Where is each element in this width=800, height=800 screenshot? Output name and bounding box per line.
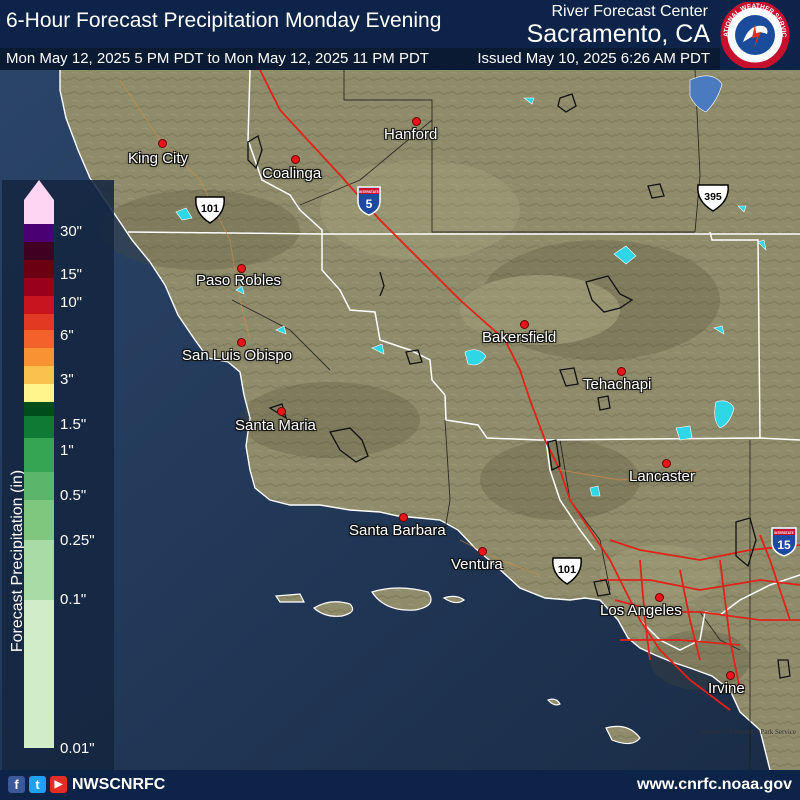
legend-swatch <box>24 472 54 500</box>
legend-swatch <box>24 278 54 296</box>
precipitation-legend: Forecast Precipitation (in) 30" 15" 10" … <box>2 180 114 770</box>
city-marker <box>237 264 246 273</box>
city-label-paso-robles: Paso Robles <box>196 272 282 289</box>
legend-swatch <box>24 296 54 314</box>
city-label-irvine: Irvine <box>708 680 745 697</box>
city-label-tehachapi: Tehachapi <box>583 376 652 393</box>
legend-tick: 6" <box>60 327 74 344</box>
source-note: Source: US National Park Service <box>700 728 796 736</box>
coastline <box>59 70 771 771</box>
legend-swatch <box>24 260 54 278</box>
legend-tick: 0.5" <box>60 487 87 504</box>
us-395-shield: 395 <box>697 184 729 212</box>
city-marker <box>520 320 529 329</box>
legend-colorbar <box>24 180 54 748</box>
svg-text:395: 395 <box>704 191 722 203</box>
city-label-hanford: Hanford <box>384 126 438 143</box>
svg-text:5: 5 <box>366 197 373 211</box>
city-label-santa-maria: Santa Maria <box>235 417 316 434</box>
svg-text:101: 101 <box>201 203 219 215</box>
county-boundaries <box>231 69 751 770</box>
city-marker <box>158 139 167 148</box>
city-marker <box>277 407 286 416</box>
legend-swatch <box>24 314 54 330</box>
city-marker <box>291 155 300 164</box>
map-canvas: INTERSTATE 5 101 395 INTERSTATE 15 101 <box>0 69 800 771</box>
header: 6-Hour Forecast Precipitation Monday Eve… <box>0 0 800 70</box>
legend-swatch <box>24 242 54 260</box>
legend-swatch <box>24 180 54 224</box>
legend-tick: 3" <box>60 371 74 388</box>
map-title: 6-Hour Forecast Precipitation Monday Eve… <box>6 9 442 32</box>
legend-swatch <box>24 224 54 242</box>
legend-tick: 1.5" <box>60 416 87 433</box>
city-marker <box>726 671 735 680</box>
forecast-region-boundaries <box>127 69 800 651</box>
legend-swatch <box>24 500 54 540</box>
nws-logo-icon: NATIONAL WEATHER SERVICE <box>715 2 790 68</box>
legend-tick: 10" <box>60 294 83 311</box>
social-handle-link[interactable]: NWSCNRFC <box>72 776 166 793</box>
header-subbar <box>0 48 720 70</box>
svg-text:15: 15 <box>777 538 791 552</box>
lakes <box>175 75 767 497</box>
legend-swatch <box>24 402 54 416</box>
us-101-shield: 101 <box>195 196 225 224</box>
legend-swatch <box>24 416 54 438</box>
city-label-lancaster: Lancaster <box>629 468 695 485</box>
land <box>60 70 800 770</box>
city-label-san-luis-obispo: San Luis Obispo <box>182 347 293 364</box>
city-label-los-angeles: Los Angeles <box>600 602 682 619</box>
legend-swatch <box>24 348 54 366</box>
terrain-shading <box>100 160 750 690</box>
svg-text:101: 101 <box>558 564 576 576</box>
city-marker <box>237 338 246 347</box>
city-label-king-city: King City <box>128 150 189 167</box>
legend-tick: 0.1" <box>60 591 87 608</box>
youtube-icon[interactable]: ▶ <box>50 776 67 793</box>
city-label-ventura: Ventura <box>451 556 503 573</box>
issued-time: Issued May 10, 2025 6:26 AM PDT <box>477 50 710 67</box>
legend-tick: 1" <box>60 442 74 459</box>
legend-swatch <box>24 438 54 472</box>
city-marker <box>655 593 664 602</box>
twitter-icon[interactable]: t <box>29 776 46 793</box>
city-marker <box>478 547 487 556</box>
city-marker <box>617 367 626 376</box>
legend-swatch <box>24 330 54 348</box>
facebook-icon[interactable]: f <box>8 776 25 793</box>
svg-text:INTERSTATE: INTERSTATE <box>774 531 794 535</box>
basin-outlines <box>247 93 791 679</box>
city-label-santa-barbara: Santa Barbara <box>349 522 446 539</box>
us-101-shield-south: 101 <box>552 557 582 585</box>
channel-islands <box>274 587 641 745</box>
city-marker <box>412 117 421 126</box>
city-marker <box>399 513 408 522</box>
legend-tick: 15" <box>60 266 83 283</box>
interstate-5-shield: INTERSTATE 5 <box>357 186 381 216</box>
legend-swatch <box>24 366 54 384</box>
legend-tick: 30" <box>60 223 83 240</box>
city-label-coalinga: Coalinga <box>262 165 322 182</box>
legend-swatch <box>24 384 54 402</box>
city-marker <box>662 459 671 468</box>
office-name: River Forecast Center <box>551 3 709 20</box>
highway-network <box>259 69 800 711</box>
city-label-bakersfield: Bakersfield <box>482 329 557 346</box>
legend-swatch <box>24 540 54 600</box>
footer: f t ▶ NWSCNRFC www.cnrfc.noaa.gov <box>0 770 800 800</box>
legend-tick: 0.01" <box>60 740 95 757</box>
legend-tick: 0.25" <box>60 532 95 549</box>
svg-text:INTERSTATE: INTERSTATE <box>359 190 379 194</box>
interstate-15-shield: INTERSTATE 15 <box>771 527 797 557</box>
website-link[interactable]: www.cnrfc.noaa.gov <box>637 776 792 793</box>
office-city: Sacramento, CA <box>526 20 710 48</box>
legend-swatch <box>24 600 54 748</box>
valid-time-range: Mon May 12, 2025 5 PM PDT to Mon May 12,… <box>6 50 429 67</box>
precipitation-map: INTERSTATE 5 101 395 INTERSTATE 15 101 <box>0 69 800 771</box>
